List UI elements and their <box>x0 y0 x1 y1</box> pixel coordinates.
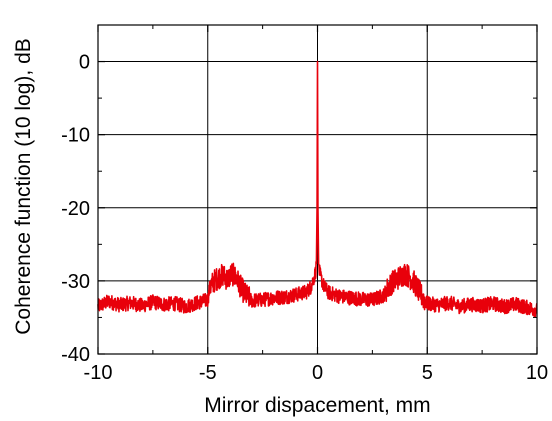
y-tick-label: -40 <box>61 344 90 366</box>
x-tick-label: -5 <box>199 362 217 384</box>
y-tick-label: -20 <box>61 198 90 220</box>
y-tick-label: -30 <box>61 271 90 293</box>
x-tick-label: 5 <box>422 362 433 384</box>
x-axis-title: Mirror dispacement, mm <box>204 394 430 417</box>
series-line <box>97 60 538 318</box>
y-tick-label: -10 <box>61 125 90 147</box>
x-tick-label: 10 <box>526 362 548 384</box>
x-tick-label: 0 <box>312 362 323 384</box>
ticks <box>97 25 538 355</box>
x-tick-label: -10 <box>84 362 113 384</box>
y-tick-label: 0 <box>79 52 90 74</box>
tick-labels: -10 -5 0 5 10 0 -10 -20 -30 -40 <box>61 52 548 384</box>
series-layer <box>97 60 538 318</box>
y-axis-title: Coherence function (10 log), dB <box>12 38 35 335</box>
